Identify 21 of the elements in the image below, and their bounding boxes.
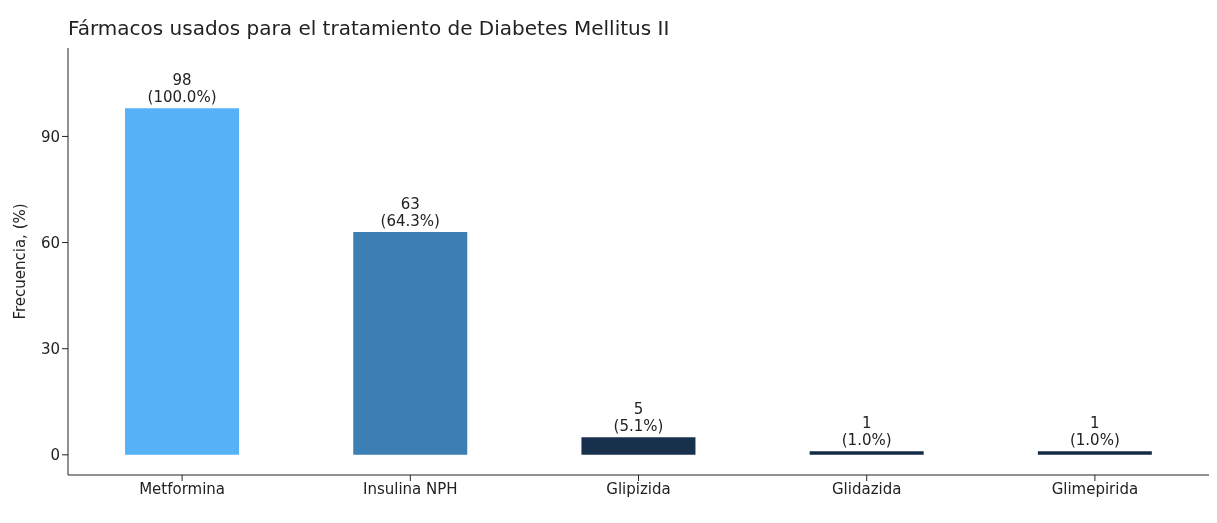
x-tick-label: Metformina	[139, 479, 226, 498]
x-tick-label: Glidazida	[831, 479, 902, 498]
data-label: 1 (1.0%)	[1069, 414, 1120, 450]
data-label: 63 (64.3%)	[380, 194, 440, 230]
data-label: 5 (5.1%)	[613, 400, 664, 436]
y-tick-label: 90	[40, 127, 60, 146]
data-label: 98 (100.0%)	[147, 71, 217, 107]
x-tick-label: Glipizida	[606, 479, 671, 498]
bar	[581, 437, 696, 455]
y-tick-label: 30	[40, 340, 60, 359]
data-label: 1 (1.0%)	[841, 414, 892, 450]
x-tick-label: Glimepirida	[1051, 479, 1139, 498]
bar	[1037, 451, 1152, 455]
y-tick-label: 60	[40, 233, 60, 252]
bar	[809, 451, 924, 455]
x-tick-label: Insulina NPH	[363, 479, 458, 498]
bar	[125, 108, 240, 455]
bar	[353, 231, 468, 455]
y-axis-title: Frecuencia, (%)	[11, 203, 30, 320]
y-tick-label: 0	[50, 446, 60, 465]
chart-title: Fármacos usados para el tratamiento de Diabetes Mellitus II	[67, 15, 671, 42]
